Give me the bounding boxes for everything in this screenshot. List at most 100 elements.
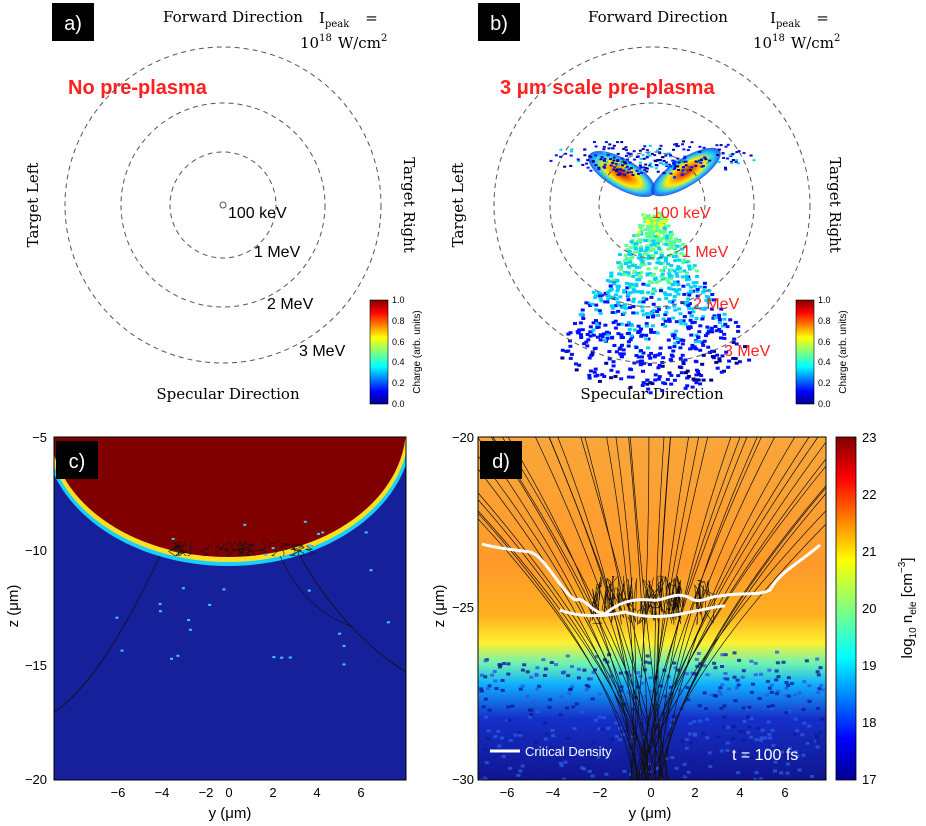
panel-d-noise-pixel — [593, 668, 597, 672]
panel-b-jet-pixel — [660, 275, 665, 279]
panel-b-jet-pixel — [566, 332, 571, 336]
panel-b-speck — [673, 160, 677, 163]
panel-c-dots — [115, 520, 390, 666]
panel-b-jet-pixel — [569, 352, 574, 356]
panel-b-jet-pixel — [639, 249, 644, 253]
panel-b-jet-pixel — [658, 223, 663, 227]
panel-d-noise-pixel — [759, 738, 763, 742]
panel-d-trajectory — [478, 492, 653, 780]
panel-d-noise-pixel — [725, 725, 730, 729]
panel-d-noise-pixel — [641, 694, 646, 698]
panel-b-jet-pixel — [682, 292, 687, 296]
panel-d-noise-pixel — [774, 692, 779, 696]
panel-d-noise-pixel — [580, 766, 585, 770]
panel-d-noise-pixel — [691, 756, 696, 760]
panel-b-jet-pixel — [659, 287, 664, 291]
panel-b-colorbar: 1.0 0.8 0.6 0.4 0.2 0.0 Charge (arb. uni… — [795, 295, 849, 409]
panel-b-jet-pixel — [598, 333, 603, 337]
panel-a-ring-2mev — [120, 102, 326, 308]
panel-b-jet-pixel — [590, 302, 595, 306]
panel-d-critical-density — [481, 542, 821, 618]
panel-b-jet-pixel — [619, 262, 624, 266]
panel-d-noise-pixel — [580, 710, 585, 714]
panel-d-noise-pixel — [767, 686, 772, 690]
panel-b-speck — [611, 147, 614, 150]
panel-b-speck — [597, 166, 601, 169]
panel-b-speck — [636, 155, 640, 158]
panel-d-noise-pixel — [740, 675, 745, 679]
panel-b-jet-pixel — [727, 359, 732, 363]
panel-b-jet-pixel — [638, 226, 643, 229]
panel-b-speck — [677, 169, 680, 171]
panel-d-noise-pixel — [638, 674, 643, 678]
panel-b-jet-pixel — [646, 337, 651, 341]
panel-b-speck — [659, 161, 663, 164]
panel-b-jet-pixel — [592, 370, 597, 374]
svg-text:Ipeak=: Ipeak = — [770, 9, 829, 30]
panel-b-speck — [673, 176, 677, 179]
panel-d-noise-pixel — [617, 726, 622, 730]
panel-b-speck — [719, 144, 723, 147]
panel-b-jet-pixel — [628, 385, 633, 389]
panel-c-scribble — [198, 543, 211, 557]
panel-b-speck — [616, 141, 619, 144]
panel-b-speck — [581, 163, 585, 166]
panel-d-noise-pixel — [516, 773, 521, 777]
panel-d-noise-pixel — [536, 768, 541, 772]
panel-b-jet-pixel — [683, 358, 688, 362]
panel-b-jet-pixel — [622, 303, 627, 307]
panel-b-jet-pixel — [648, 391, 653, 395]
panel-b-jet-pixel — [651, 272, 656, 276]
panel-b-jet-pixel — [692, 320, 697, 324]
panel-b-jet-pixel — [706, 301, 711, 305]
panel-d-noise-pixel — [591, 740, 596, 744]
panel-b-jet-pixel — [630, 285, 635, 289]
panel-b-jet-pixel — [584, 301, 589, 305]
panel-b-jet-pixel — [706, 295, 711, 299]
panel-b-speck — [676, 145, 680, 148]
panel-d-noise-pixel — [739, 730, 744, 733]
panel-d-noise-pixel — [547, 705, 552, 709]
panel-b-speck — [662, 159, 666, 162]
panel-b-jet-pixel — [628, 306, 632, 310]
panel-b-jet-pixel — [673, 336, 677, 340]
panel-d-noise-pixel — [591, 670, 596, 674]
panel-d-noise-pixel — [626, 690, 631, 694]
panel-c-scribble — [288, 544, 303, 557]
panel-b-jet-pixel — [652, 217, 657, 221]
panel-b-jet-pixel — [611, 364, 616, 368]
panel-d-noise-pixel — [746, 731, 751, 735]
panel-b-speck — [594, 164, 598, 167]
panel-b-jet-pixel — [649, 295, 654, 299]
panel-d-noise-pixel — [818, 730, 823, 734]
panel-d-noise-pixel — [800, 733, 805, 737]
panel-b-jet-pixel — [672, 333, 677, 337]
panel-d-noise-pixel — [481, 705, 486, 709]
panel-b-jet-pixel — [675, 340, 680, 344]
panel-d-noise-pixel — [747, 705, 752, 709]
panel-b-jet-pixel — [710, 355, 715, 358]
panel-b-speck — [671, 159, 675, 162]
panel-b-speck — [628, 161, 632, 164]
panel-c-trajectory-right2 — [279, 555, 353, 627]
panel-d-noise-pixel — [709, 760, 713, 764]
panel-d-noise-pixel — [773, 760, 778, 764]
panel-b-speck — [676, 165, 680, 168]
panel-b-jet-pixel — [688, 318, 693, 322]
panel-d-noise-pixel — [674, 766, 679, 770]
panel-d-noise-pixel — [544, 732, 549, 736]
panel-c-dot — [369, 569, 373, 572]
panel-b-speck — [645, 149, 649, 152]
panel-b-jet-pixel — [692, 264, 697, 268]
panel-b-speck — [654, 164, 658, 166]
panel-d-noise-pixel — [484, 715, 489, 719]
panel-b-jet-pixel — [686, 304, 691, 308]
panel-d-trajectory — [659, 487, 826, 780]
panel-d-noise-pixel — [493, 679, 498, 683]
panel-d-noise-pixel — [767, 732, 772, 736]
panel-d-noise-pixel — [726, 687, 731, 691]
panel-b-jet-pixel — [653, 353, 658, 357]
panel-b-speck — [681, 143, 684, 146]
panel-b-jet-pixel — [652, 214, 657, 218]
panel-d-trajectory — [640, 437, 819, 780]
